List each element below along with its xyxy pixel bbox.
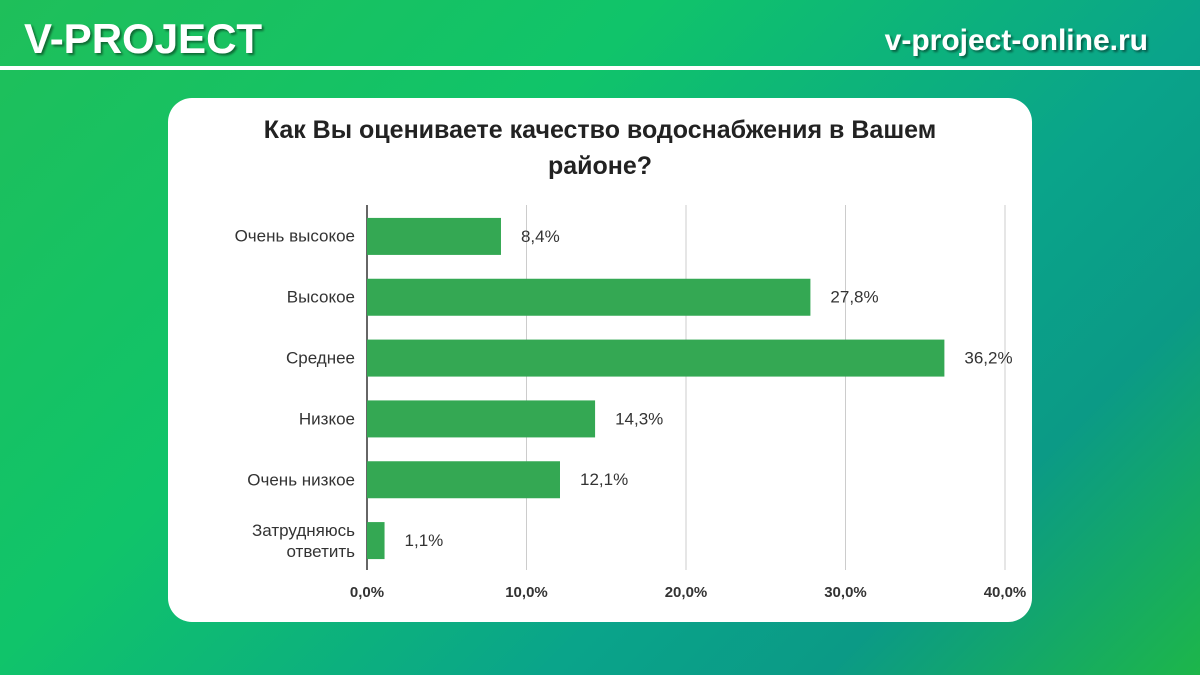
chart-title: Как Вы оцениваете качество водоснабжения… xyxy=(263,116,937,180)
bar xyxy=(367,522,385,560)
value-label: 14,3% xyxy=(615,409,663,428)
divider xyxy=(0,66,1200,70)
bar xyxy=(367,339,945,377)
bar xyxy=(367,278,811,316)
x-tick-label: 30,0% xyxy=(824,584,867,601)
y-tick-label: Низкое xyxy=(298,409,355,429)
x-tick-label: 20,0% xyxy=(665,584,708,601)
site[interactable]: v-project-online.ru xyxy=(885,24,1148,57)
y-tick-label: Высокое xyxy=(286,287,355,307)
y-tick-label: Среднее xyxy=(285,348,355,368)
x-tick-label: 10,0% xyxy=(505,584,548,601)
value-label: 36,2% xyxy=(964,349,1012,368)
y-tick-label: Очень высокое xyxy=(234,226,355,246)
bar xyxy=(367,461,560,499)
value-label: 27,8% xyxy=(830,288,878,307)
title-box: Как Вы оцениваете качество водоснабжения… xyxy=(263,116,937,180)
brand: V-PROJECT xyxy=(24,15,262,62)
value-label: 1,1% xyxy=(405,531,444,550)
bar xyxy=(367,217,501,255)
x-tick-label: 0,0% xyxy=(350,584,384,601)
value-label: 8,4% xyxy=(521,227,560,246)
x-tick-label: 40,0% xyxy=(984,584,1027,601)
bar xyxy=(367,400,596,438)
value-label: 12,1% xyxy=(580,470,628,489)
y-tick-label: Очень низкое xyxy=(247,470,355,490)
y-tick-label: Затрудняюсь ответить xyxy=(252,520,355,561)
